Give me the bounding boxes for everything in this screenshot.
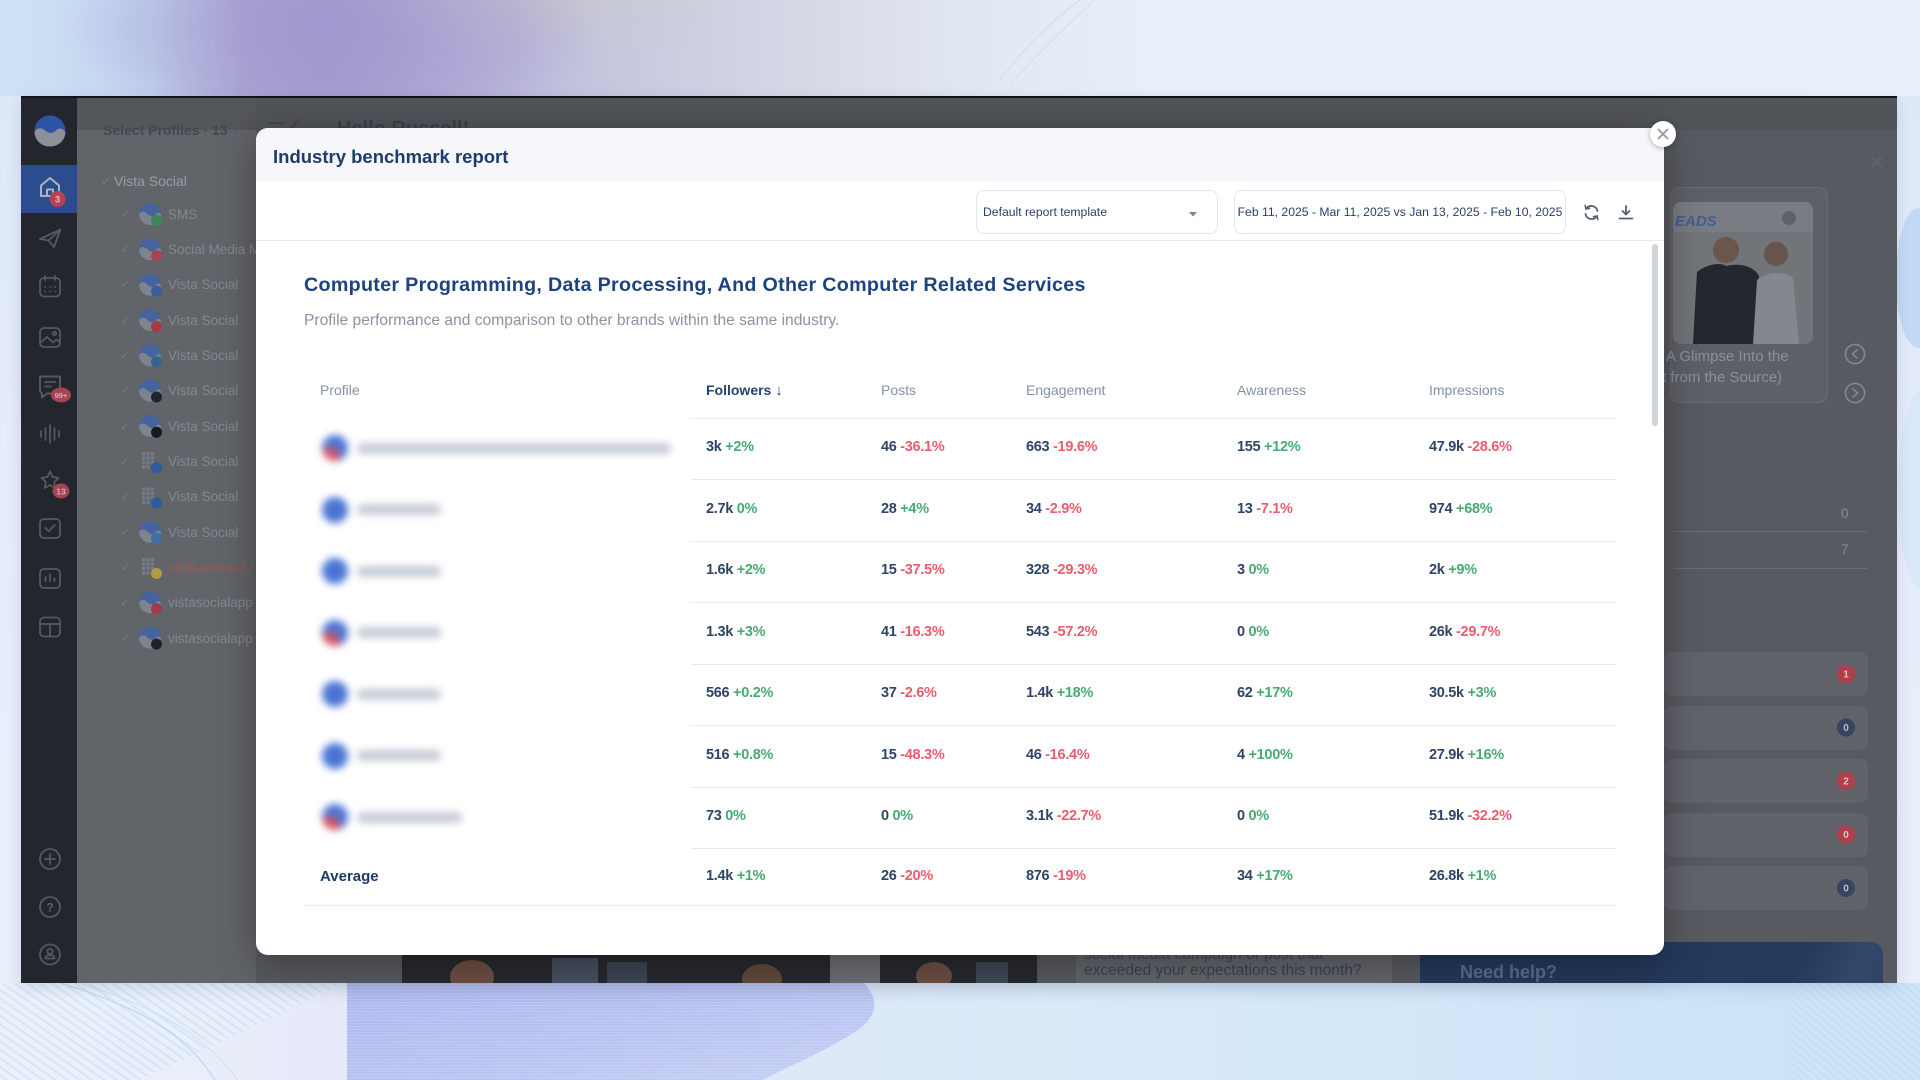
svg-text:99+: 99+ bbox=[55, 391, 68, 400]
svg-text:?: ? bbox=[46, 903, 53, 915]
svg-text:✓: ✓ bbox=[120, 527, 129, 539]
svg-text:✓: ✓ bbox=[120, 562, 129, 574]
svg-text:0: 0 bbox=[1843, 830, 1849, 841]
svg-text:✓: ✓ bbox=[120, 421, 129, 433]
svg-text:✓: ✓ bbox=[120, 456, 129, 468]
svg-text:3: 3 bbox=[55, 195, 60, 206]
svg-text:13: 13 bbox=[56, 487, 66, 497]
svg-text:✓: ✓ bbox=[120, 597, 129, 609]
svg-text:0: 0 bbox=[1843, 884, 1849, 895]
svg-text:✓: ✓ bbox=[120, 244, 129, 256]
svg-text:✓: ✓ bbox=[120, 315, 129, 327]
svg-text:✓: ✓ bbox=[120, 633, 129, 645]
svg-text:0: 0 bbox=[1843, 723, 1849, 734]
svg-text:1: 1 bbox=[1843, 670, 1849, 681]
svg-text:✓: ✓ bbox=[120, 491, 129, 503]
svg-text:✓: ✓ bbox=[120, 279, 129, 291]
svg-text:EADS: EADS bbox=[1675, 213, 1717, 230]
svg-text:✓: ✓ bbox=[120, 350, 129, 362]
svg-text:✓: ✓ bbox=[120, 209, 129, 221]
svg-text:2: 2 bbox=[1843, 777, 1849, 788]
svg-text:✓: ✓ bbox=[120, 385, 129, 397]
